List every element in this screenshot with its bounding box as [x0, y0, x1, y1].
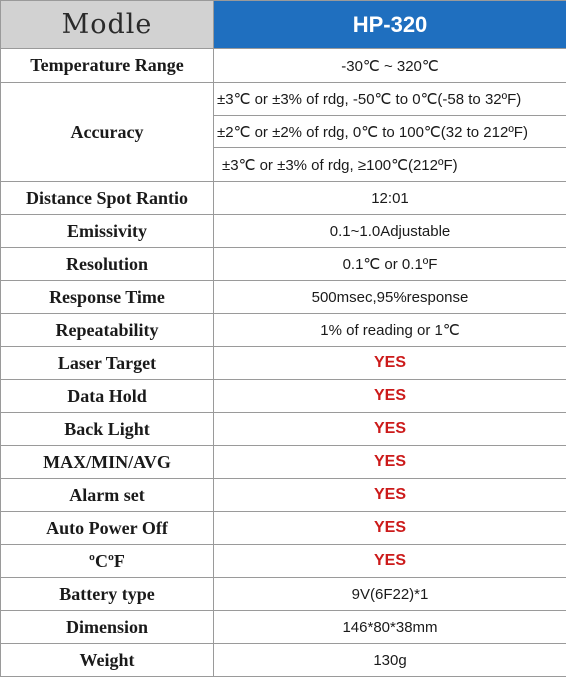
row-label: MAX/MIN/AVG — [1, 446, 214, 479]
row-label: Distance Spot Rantio — [1, 182, 214, 215]
row-value: 9V(6F22)*1 — [214, 578, 566, 611]
table-row: Battery type 9V(6F22)*1 — [1, 578, 566, 611]
row-label: Auto Power Off — [1, 512, 214, 545]
accuracy-line: ±3℃ or ±3% of rdg, ≥100℃(212ºF) — [214, 148, 566, 182]
accuracy-line: ±3℃ or ±3% of rdg, -50℃ to 0℃(-58 to 32º… — [214, 83, 566, 116]
row-value: -30℃ ~ 320℃ — [214, 49, 566, 83]
row-value: 12:01 — [214, 182, 566, 215]
header-row: Modle HP-320 — [1, 1, 566, 49]
row-label: Temperature Range — [1, 49, 214, 83]
row-label: ºCºF — [1, 545, 214, 578]
accuracy-line: ±2℃ or ±2% of rdg, 0℃ to 100℃(32 to 212º… — [214, 116, 566, 148]
table-row: Auto Power Off YES — [1, 512, 566, 545]
table-row: Weight 130g — [1, 644, 566, 677]
table-row: Dimension 146*80*38mm — [1, 611, 566, 644]
yes-value: YES — [214, 347, 566, 380]
table-row: Data Hold YES — [1, 380, 566, 413]
row-value: 0.1~1.0Adjustable — [214, 215, 566, 248]
row-label: Weight — [1, 644, 214, 677]
row-label: Accuracy — [1, 83, 214, 182]
table-row: Alarm set YES — [1, 479, 566, 512]
row-label: Data Hold — [1, 380, 214, 413]
row-label: Dimension — [1, 611, 214, 644]
row-value: 500msec,95%response — [214, 281, 566, 314]
row-label: Back Light — [1, 413, 214, 446]
table-row: Response Time 500msec,95%response — [1, 281, 566, 314]
row-value: 0.1℃ or 0.1ºF — [214, 248, 566, 281]
yes-value: YES — [214, 446, 566, 479]
table-row: Distance Spot Rantio 12:01 — [1, 182, 566, 215]
table-row: Back Light YES — [1, 413, 566, 446]
yes-value: YES — [214, 413, 566, 446]
table-row: Emissivity 0.1~1.0Adjustable — [1, 215, 566, 248]
table-row: Laser Target YES — [1, 347, 566, 380]
yes-value: YES — [214, 545, 566, 578]
row-value: 1% of reading or 1℃ — [214, 314, 566, 347]
table-row: Repeatability 1% of reading or 1℃ — [1, 314, 566, 347]
table-row-accuracy: Accuracy ±3℃ or ±3% of rdg, -50℃ to 0℃(-… — [1, 83, 566, 116]
row-label: Repeatability — [1, 314, 214, 347]
row-value: 146*80*38mm — [214, 611, 566, 644]
row-label: Alarm set — [1, 479, 214, 512]
header-label: Modle — [1, 1, 214, 49]
model-name: HP-320 — [214, 1, 566, 49]
row-value: 130g — [214, 644, 566, 677]
yes-value: YES — [214, 479, 566, 512]
table-row: MAX/MIN/AVG YES — [1, 446, 566, 479]
row-label: Emissivity — [1, 215, 214, 248]
yes-value: YES — [214, 380, 566, 413]
row-label: Resolution — [1, 248, 214, 281]
table-row: ºCºF YES — [1, 545, 566, 578]
row-label: Battery type — [1, 578, 214, 611]
row-label: Response Time — [1, 281, 214, 314]
table-row: Temperature Range -30℃ ~ 320℃ — [1, 49, 566, 83]
yes-value: YES — [214, 512, 566, 545]
table-row: Resolution 0.1℃ or 0.1ºF — [1, 248, 566, 281]
row-label: Laser Target — [1, 347, 214, 380]
